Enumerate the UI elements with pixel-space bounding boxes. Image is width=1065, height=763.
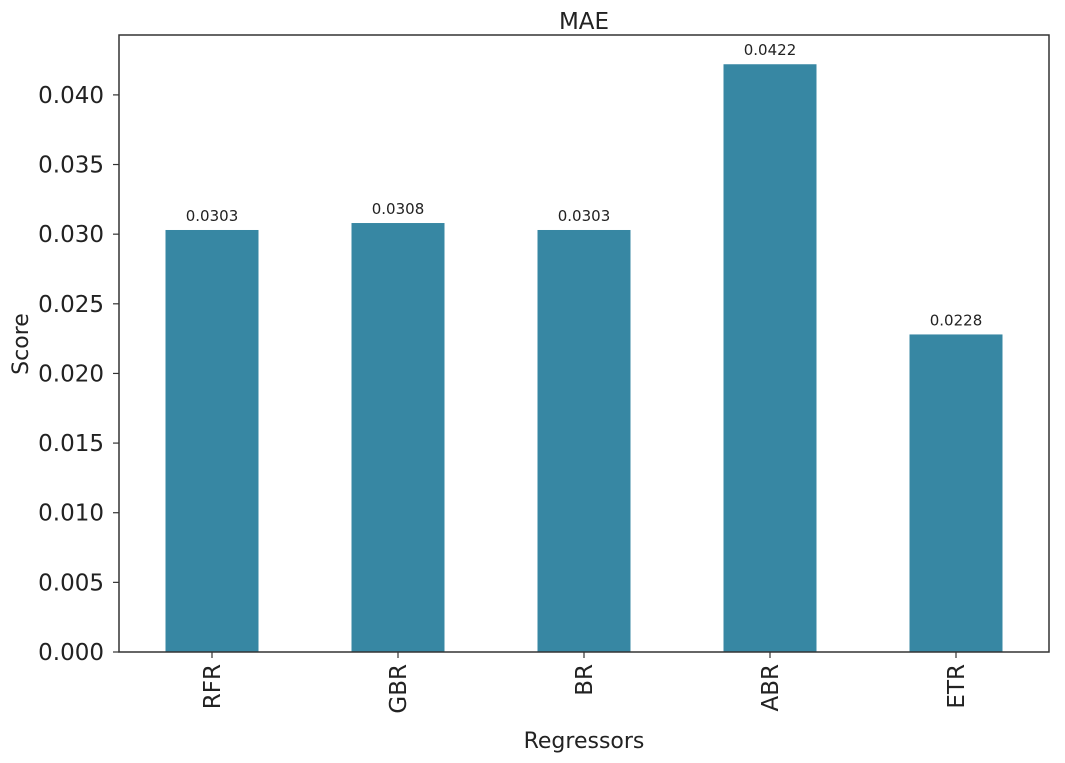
bar-abr (723, 64, 817, 653)
bar-br (537, 229, 631, 652)
data-label-gbr: 0.0308 (372, 200, 425, 218)
chart-title: MAE (559, 9, 609, 35)
bar-etr (909, 334, 1003, 652)
x-tick-label-br: BR (572, 664, 598, 696)
x-axis: RFR GBR BR ABR ETR (200, 652, 970, 714)
y-axis-label: Score (9, 313, 34, 375)
y-tick-label: 0.020 (38, 361, 104, 387)
bars-group: 0.0303 0.0308 0.0303 0.0422 0.0228 (165, 41, 1003, 653)
plot-frame (118, 34, 1050, 653)
y-tick-label: 0.040 (38, 83, 104, 109)
y-tick-label: 0.005 (38, 570, 104, 596)
data-label-etr: 0.0228 (930, 311, 983, 329)
data-label-br: 0.0303 (558, 207, 611, 225)
bar-gbr (351, 223, 445, 652)
x-tick-label-abr: ABR (758, 664, 784, 712)
x-tick-label-gbr: GBR (386, 664, 412, 714)
y-tick-label: 0.035 (38, 153, 104, 179)
x-axis-label: Regressors (524, 729, 645, 754)
y-tick-label: 0.025 (38, 292, 104, 318)
x-tick-label-rfr: RFR (200, 664, 226, 709)
y-tick-label: 0.015 (38, 431, 104, 457)
data-label-abr: 0.0422 (744, 41, 797, 59)
y-tick-label: 0.030 (38, 222, 104, 248)
y-tick-label: 0.000 (38, 640, 104, 666)
y-tick-label: 0.010 (38, 501, 104, 527)
x-tick-label-etr: ETR (944, 664, 970, 709)
bar-rfr (165, 229, 259, 652)
y-axis: 0.000 0.005 0.010 0.015 0.020 0.025 0.030 0.035… (38, 83, 119, 666)
data-label-rfr: 0.0303 (186, 207, 239, 225)
